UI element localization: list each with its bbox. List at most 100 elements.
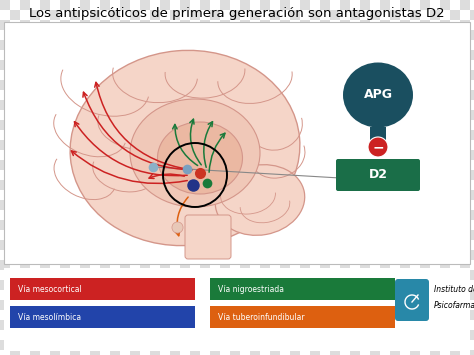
Bar: [330, 340, 340, 350]
Bar: [160, 140, 170, 150]
Bar: [260, 280, 270, 290]
Bar: [330, 130, 340, 140]
Bar: [430, 250, 440, 260]
Bar: [420, 80, 430, 90]
Bar: [80, 300, 90, 310]
Bar: [100, 80, 110, 90]
Bar: [230, 120, 240, 130]
Bar: [90, 0, 100, 10]
Bar: [190, 180, 200, 190]
Bar: [230, 10, 240, 20]
Bar: [400, 340, 410, 350]
Bar: [200, 270, 210, 280]
Bar: [430, 270, 440, 280]
Bar: [140, 30, 150, 40]
Bar: [140, 320, 150, 330]
Bar: [120, 160, 130, 170]
Bar: [350, 160, 360, 170]
Bar: [270, 30, 280, 40]
Bar: [120, 210, 130, 220]
Bar: [460, 50, 470, 60]
Bar: [380, 250, 390, 260]
Bar: [100, 100, 110, 110]
Bar: [20, 330, 30, 340]
Bar: [60, 210, 70, 220]
Bar: [130, 190, 140, 200]
Bar: [40, 90, 50, 100]
Bar: [10, 20, 20, 30]
Bar: [30, 110, 40, 120]
Bar: [400, 70, 410, 80]
Bar: [130, 30, 140, 40]
Bar: [270, 60, 280, 70]
Bar: [50, 230, 60, 240]
Bar: [330, 210, 340, 220]
Bar: [40, 120, 50, 130]
Bar: [320, 190, 330, 200]
Bar: [50, 330, 60, 340]
Bar: [410, 310, 420, 320]
Bar: [170, 250, 180, 260]
Bar: [50, 340, 60, 350]
Bar: [370, 140, 380, 150]
Bar: [10, 200, 20, 210]
Bar: [30, 250, 40, 260]
Bar: [280, 70, 290, 80]
Bar: [50, 200, 60, 210]
Bar: [120, 190, 130, 200]
Bar: [130, 110, 140, 120]
Bar: [370, 60, 380, 70]
Bar: [50, 40, 60, 50]
Bar: [370, 250, 380, 260]
Bar: [340, 340, 350, 350]
Bar: [230, 340, 240, 350]
Bar: [190, 80, 200, 90]
Bar: [0, 160, 10, 170]
Bar: [200, 260, 210, 270]
Bar: [80, 120, 90, 130]
Bar: [20, 230, 30, 240]
Bar: [90, 190, 100, 200]
Bar: [210, 10, 220, 20]
Bar: [280, 140, 290, 150]
Bar: [380, 140, 390, 150]
Bar: [70, 80, 80, 90]
Bar: [30, 70, 40, 80]
Bar: [90, 320, 100, 330]
Bar: [210, 80, 220, 90]
Bar: [450, 290, 460, 300]
Bar: [180, 300, 190, 310]
Bar: [400, 240, 410, 250]
Bar: [30, 330, 40, 340]
Bar: [300, 90, 310, 100]
Bar: [70, 350, 80, 355]
Bar: [360, 280, 370, 290]
Bar: [330, 40, 340, 50]
Bar: [320, 290, 330, 300]
Bar: [60, 260, 70, 270]
Bar: [180, 30, 190, 40]
Bar: [280, 210, 290, 220]
Bar: [150, 20, 160, 30]
Bar: [100, 240, 110, 250]
Bar: [170, 210, 180, 220]
Bar: [410, 290, 420, 300]
Bar: [400, 80, 410, 90]
Bar: [210, 278, 395, 300]
Bar: [450, 160, 460, 170]
Bar: [460, 110, 470, 120]
Bar: [130, 260, 140, 270]
Bar: [330, 260, 340, 270]
Bar: [370, 350, 380, 355]
Bar: [300, 230, 310, 240]
Bar: [20, 90, 30, 100]
Bar: [260, 170, 270, 180]
Bar: [330, 20, 340, 30]
Bar: [220, 270, 230, 280]
Bar: [450, 300, 460, 310]
Bar: [110, 180, 120, 190]
Bar: [50, 180, 60, 190]
Bar: [260, 50, 270, 60]
Bar: [340, 290, 350, 300]
Bar: [200, 110, 210, 120]
